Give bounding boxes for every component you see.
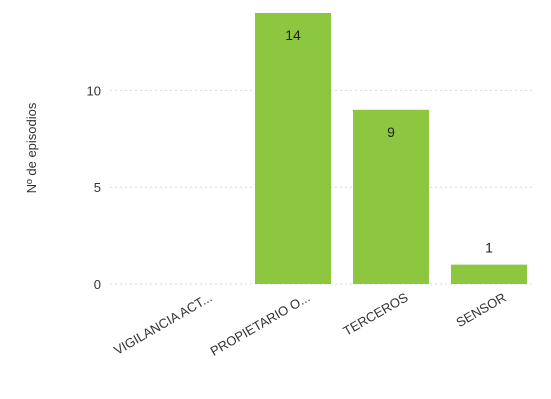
- bars: [255, 13, 527, 285]
- y-tick-label: 0: [94, 277, 101, 292]
- data-label-1: 14: [285, 27, 301, 43]
- y-axis-title: Nº de episodios: [24, 102, 39, 193]
- data-label-2: 9: [387, 124, 395, 140]
- data-label-3: 1: [485, 240, 493, 256]
- bar-1[interactable]: [255, 13, 331, 284]
- x-tick-label-2: TERCEROS: [340, 289, 410, 338]
- bar-2[interactable]: [353, 109, 429, 285]
- x-tick-label-0: VIGILANCIA ACT...: [111, 290, 214, 358]
- gridlines: [110, 89, 535, 285]
- y-tick-label: 10: [87, 83, 101, 98]
- data-labels: 14 9 1: [285, 27, 493, 256]
- y-axis-ticks: 0 5 10: [87, 83, 101, 292]
- x-tick-label-1: PROPIETARIO O...: [208, 290, 313, 359]
- bar-3[interactable]: [451, 264, 527, 284]
- y-tick-label: 5: [94, 180, 101, 195]
- x-axis-labels: VIGILANCIA ACT...PROPIETARIO O... TERCERO…: [111, 289, 508, 358]
- x-tick-label-3: SENSOR: [453, 290, 508, 330]
